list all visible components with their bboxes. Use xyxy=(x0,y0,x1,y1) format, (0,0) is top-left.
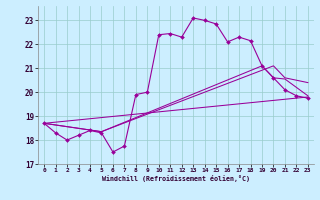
X-axis label: Windchill (Refroidissement éolien,°C): Windchill (Refroidissement éolien,°C) xyxy=(102,175,250,182)
